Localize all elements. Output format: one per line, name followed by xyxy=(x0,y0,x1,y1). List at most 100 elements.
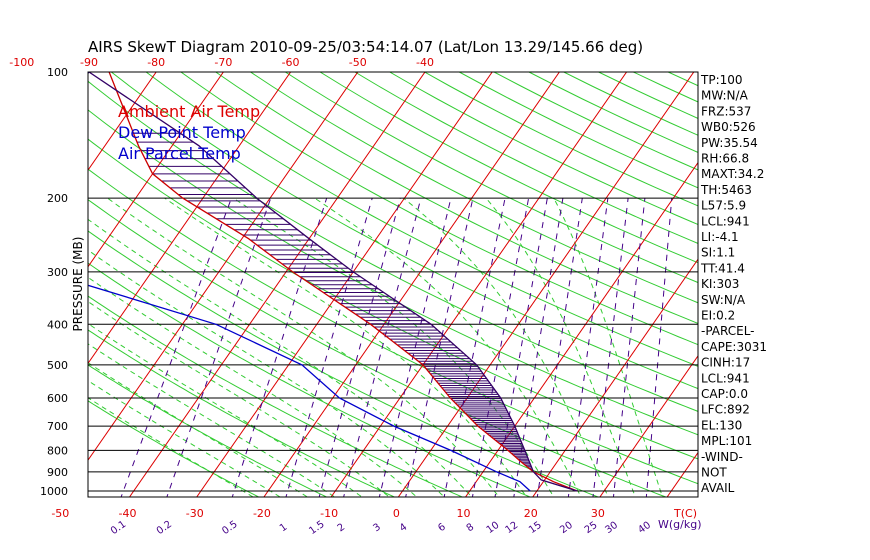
dry-adiabat xyxy=(459,72,698,189)
mixing-ratio-line xyxy=(378,198,452,497)
index-value: CAPE:3031 xyxy=(701,340,767,354)
mixing-ratio-tick-label: 4 xyxy=(398,522,410,535)
pressure-tick-label: 100 xyxy=(47,66,68,79)
plot-frame xyxy=(87,71,699,498)
index-value: LCL:941 xyxy=(701,214,750,228)
mixing-ratio-tick-label: 40 xyxy=(636,520,653,536)
isotherm xyxy=(0,59,31,502)
dry-adiabat xyxy=(250,72,698,304)
moist-adiabat xyxy=(107,197,500,497)
bottom-temp-tick-label: -40 xyxy=(119,507,137,520)
index-value: RH:66.8 xyxy=(701,152,749,166)
pressure-tick-label: 600 xyxy=(47,392,68,405)
index-value: AVAIL xyxy=(701,481,735,495)
x-axis-label: T(C) xyxy=(673,507,697,520)
moist-adiabat xyxy=(164,197,528,497)
mixing-ratio-tick-label: 0.1 xyxy=(109,519,128,537)
index-value: WB0:526 xyxy=(701,120,756,134)
legend-entry: Dew Point Temp xyxy=(118,123,246,142)
index-value: TH:5463 xyxy=(700,183,752,197)
grid-lines xyxy=(0,59,698,502)
index-value: LI:-4.1 xyxy=(701,230,739,244)
bottom-temp-tick-label: 0 xyxy=(393,507,400,520)
pressure-tick-label: 500 xyxy=(47,359,68,372)
moist-adiabat xyxy=(88,343,336,497)
isotherm xyxy=(532,258,698,497)
index-value: LFC:892 xyxy=(701,403,750,417)
bottom-temp-tick-label: -20 xyxy=(253,507,271,520)
top-temp-tick-label: -40 xyxy=(416,56,434,69)
mixing-ratio-tick-label: 1 xyxy=(278,522,290,535)
mixing-ratio-tick-label: 15 xyxy=(527,520,544,536)
mixing-ratio-line xyxy=(285,197,373,497)
dry-adiabat xyxy=(215,72,698,324)
mixing-ratio-tick-label: 10 xyxy=(485,520,502,536)
moist-adiabat xyxy=(88,218,473,497)
mixing-ratio-line xyxy=(318,198,401,497)
sounding-profiles xyxy=(88,72,578,492)
mixing-ratio-line xyxy=(592,198,629,497)
isotherm xyxy=(599,355,698,497)
pressure-tick-label: 400 xyxy=(47,318,68,331)
index-value: SW:N/A xyxy=(701,293,746,307)
isotherm xyxy=(128,72,426,497)
index-value: -WIND- xyxy=(701,450,743,464)
moist-adiabat xyxy=(553,197,663,497)
mixing-ratio-tick-label: 20 xyxy=(558,520,575,536)
mixing-ratio-tick-label: 1.5 xyxy=(307,519,326,537)
index-value: SI:1.1 xyxy=(701,246,735,260)
cape-hatching xyxy=(133,132,534,472)
moist-adiabat xyxy=(233,197,555,497)
mixing-ratio-line xyxy=(612,198,646,497)
mixing-ratio-axis-label: W(g/kg) xyxy=(658,518,702,531)
moist-adiabat xyxy=(88,362,309,497)
dry-adiabat xyxy=(110,72,698,390)
dry-adiabat xyxy=(285,72,698,284)
index-value: MAXT:34.2 xyxy=(701,167,764,181)
isotherm xyxy=(330,72,628,497)
top-temp-tick-label: -90 xyxy=(80,56,98,69)
bottom-temp-tick-label: 30 xyxy=(591,507,605,520)
bottom-temp-tick-label: 20 xyxy=(524,507,538,520)
index-value: L57:5.9 xyxy=(701,199,746,213)
index-value: TP:100 xyxy=(700,73,743,87)
dry-adiabat xyxy=(145,72,698,367)
dew-point-line xyxy=(88,72,531,492)
mixing-ratio-tick-label: 3 xyxy=(371,522,383,535)
isotherm xyxy=(88,72,157,171)
index-value: EI:0.2 xyxy=(701,309,735,323)
bottom-temp-tick-label: -10 xyxy=(320,507,338,520)
pressure-tick-label: 200 xyxy=(47,192,68,205)
top-temp-tick-label: -60 xyxy=(282,56,300,69)
legend-entry: Ambient Air Temp xyxy=(118,102,260,121)
pressure-tick-label: 1000 xyxy=(40,485,68,498)
top-temp-tick-label: -80 xyxy=(147,56,165,69)
isotherm xyxy=(263,72,560,497)
dry-adiabat xyxy=(319,72,698,264)
mixing-ratio-tick-label: 0.5 xyxy=(220,519,239,537)
pressure-tick-label: 800 xyxy=(47,444,68,457)
index-value: NOT xyxy=(701,466,727,480)
moist-adiabat xyxy=(88,380,282,497)
index-value: FRZ:537 xyxy=(701,104,751,118)
bottom-temp-tick-label: -30 xyxy=(186,507,204,520)
parcel-temp-line xyxy=(88,72,578,492)
mixing-ratio-line xyxy=(471,198,530,497)
index-value: MPL:101 xyxy=(701,434,752,448)
chart-title: AIRS SkewT Diagram 2010-09-25/03:54:14.0… xyxy=(88,38,643,56)
pressure-tick-label: 300 xyxy=(47,266,68,279)
mixing-ratio-tick-label: 6 xyxy=(436,522,448,535)
pressure-tick-label: 900 xyxy=(47,466,68,479)
mixing-ratio-line xyxy=(343,198,422,497)
mixing-ratio-line xyxy=(645,198,673,497)
legend: Ambient Air Temp Dew Point Temp Air Parcel… xyxy=(118,102,260,163)
dry-adiabat xyxy=(180,72,698,346)
top-temp-tick-label: -100 xyxy=(9,56,34,69)
mixing-ratio-tick-label: 2 xyxy=(336,522,348,535)
isotherm xyxy=(666,451,698,497)
mixing-ratio-line xyxy=(120,197,232,497)
mixing-ratio-tick-label: 30 xyxy=(603,520,620,536)
mixing-ratio-line xyxy=(231,197,328,497)
moist-adiabat xyxy=(88,323,363,497)
